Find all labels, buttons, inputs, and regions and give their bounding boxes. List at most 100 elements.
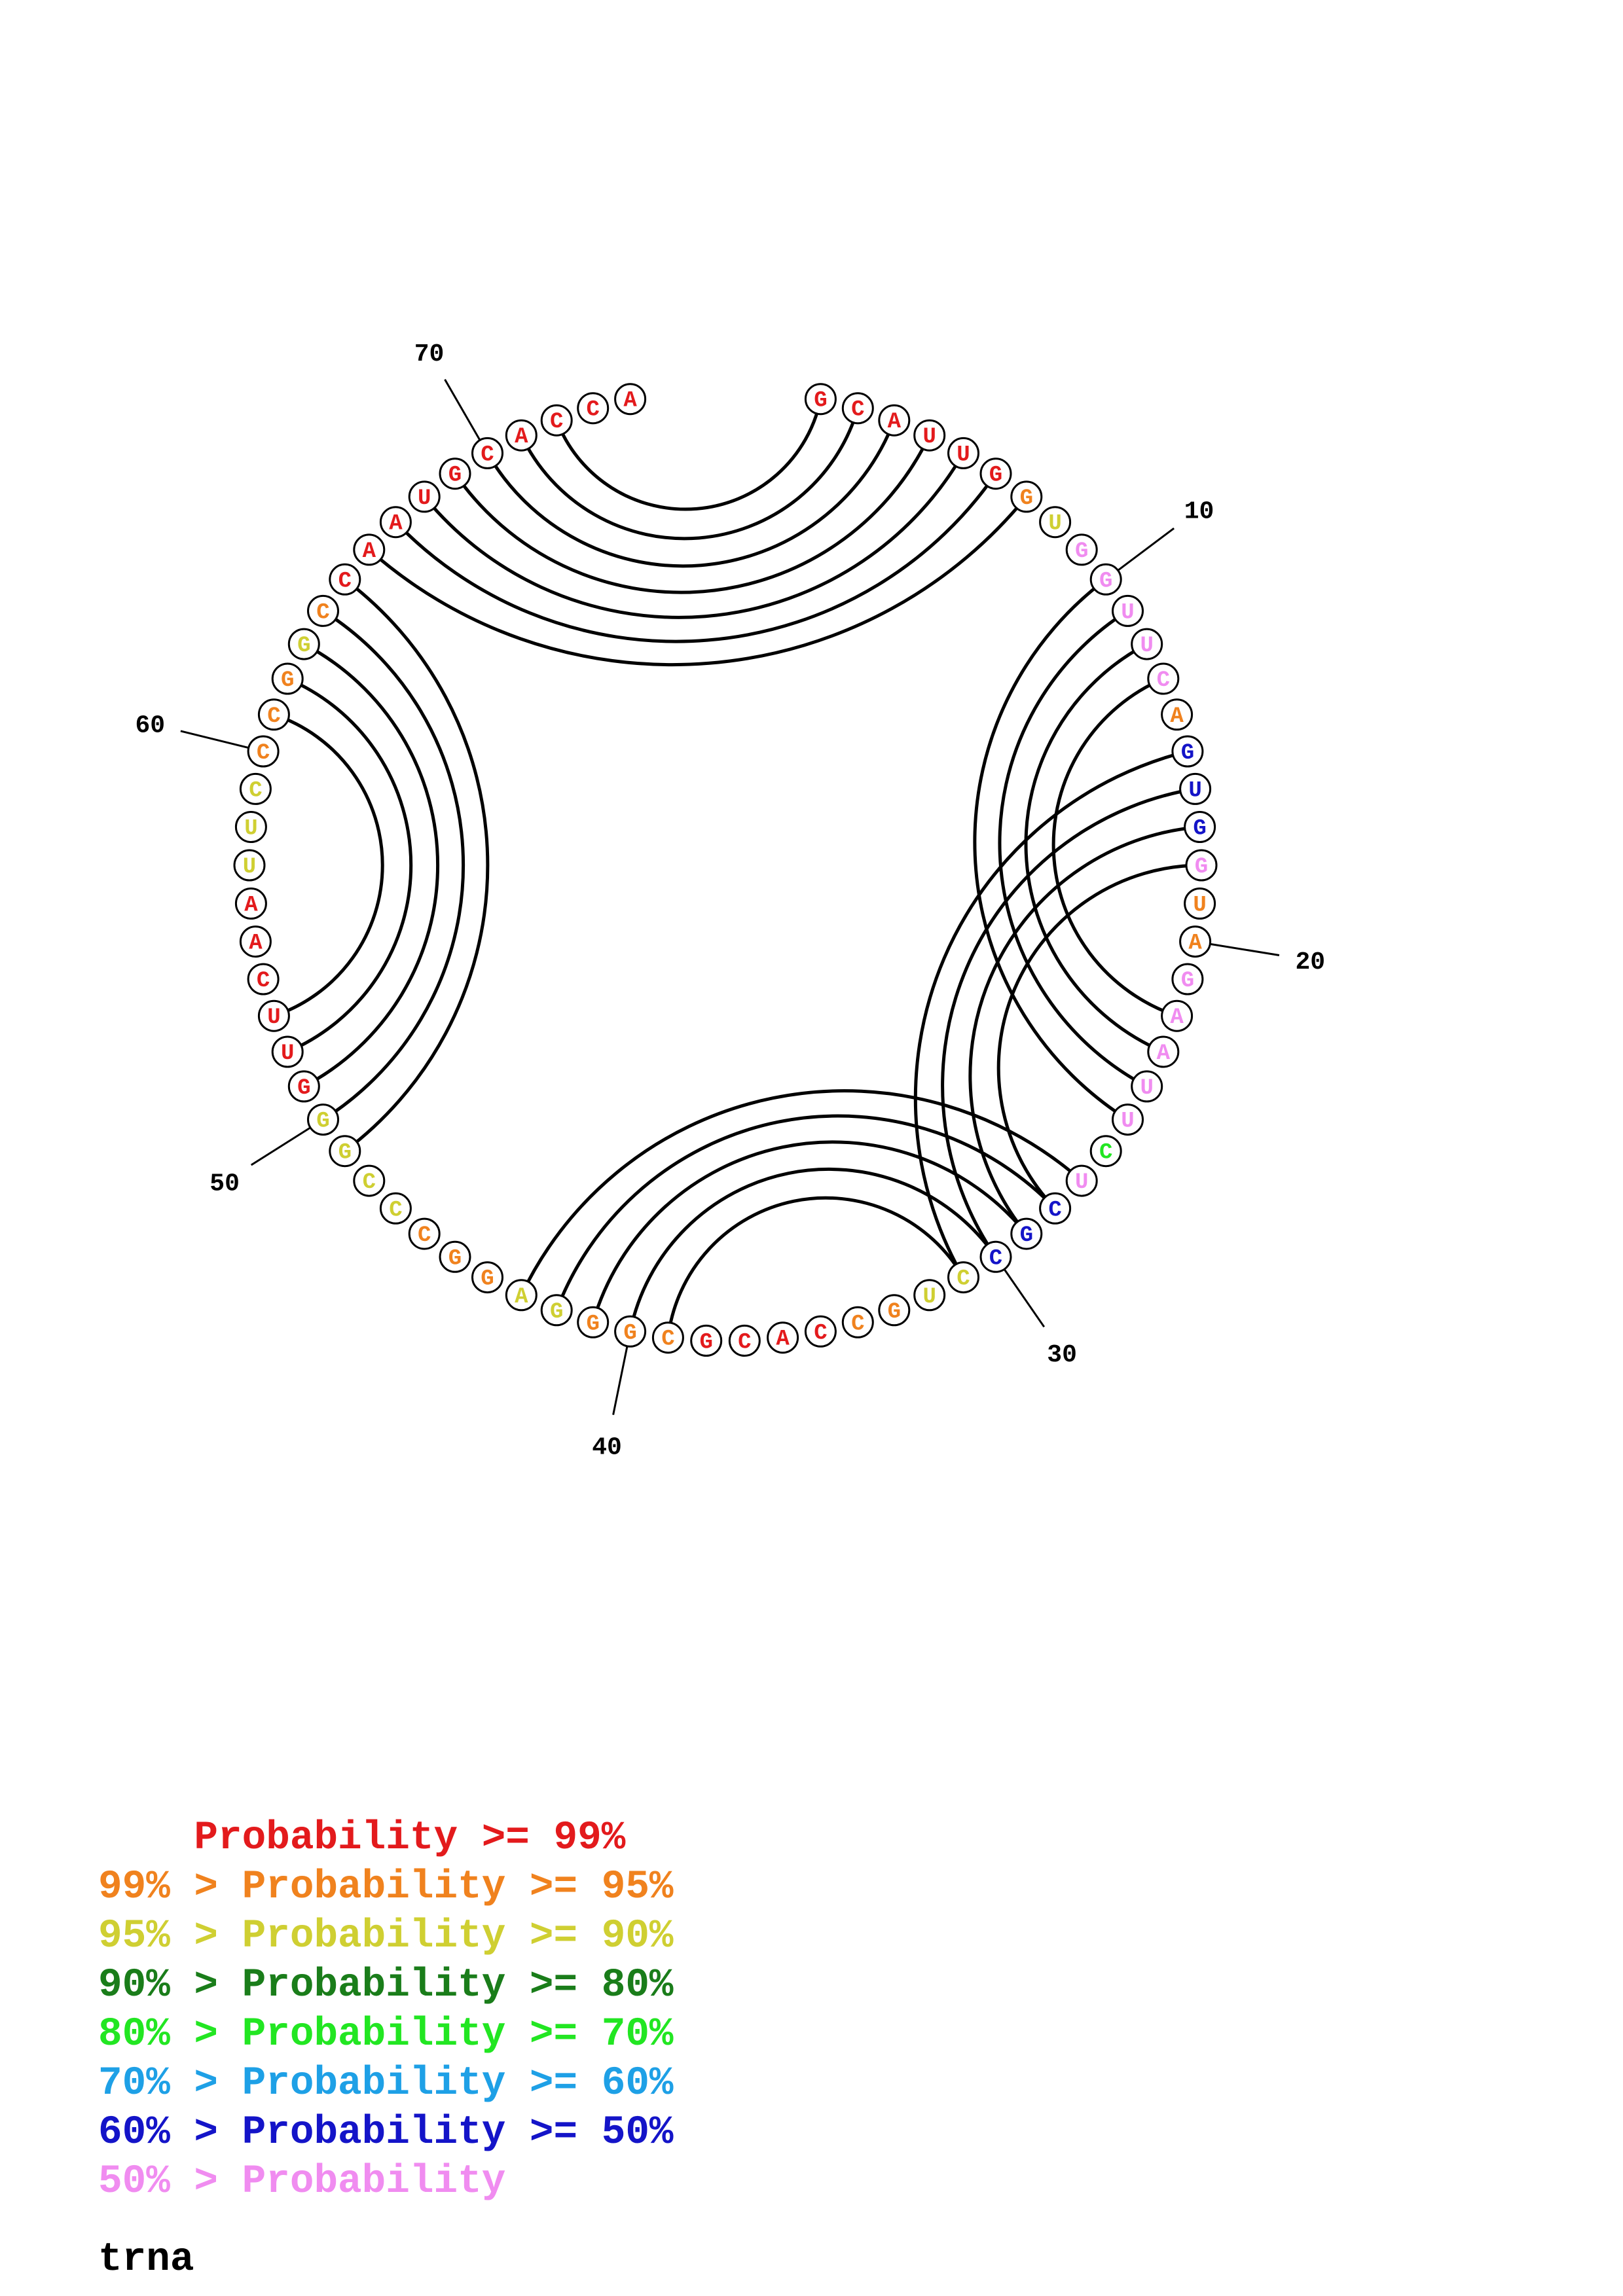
position-label: 40 bbox=[592, 1434, 622, 1462]
position-label: 20 bbox=[1295, 948, 1325, 977]
position-tick bbox=[444, 379, 481, 440]
nucleotide: G bbox=[690, 1324, 723, 1357]
nucleotide: U bbox=[947, 437, 979, 469]
nucleotide-circle bbox=[1039, 506, 1072, 539]
nucleotide-circle bbox=[239, 772, 272, 805]
nucleotide-letter: A bbox=[1188, 931, 1202, 956]
nucleotide: A bbox=[353, 533, 386, 566]
nucleotide-circle bbox=[1171, 735, 1204, 768]
base-pair-arc bbox=[591, 1140, 1028, 1323]
nucleotide-circle bbox=[979, 457, 1012, 490]
nucleotide-circle bbox=[329, 563, 361, 596]
nucleotide-circle bbox=[614, 1315, 647, 1348]
nucleotide-circle bbox=[1147, 662, 1180, 695]
base-pair-arc bbox=[368, 495, 1028, 666]
nucleotide-letter: C bbox=[363, 1170, 376, 1195]
nucleotide-circle bbox=[1039, 1192, 1072, 1225]
nucleotide-letter: G bbox=[1193, 817, 1206, 842]
nucleotide: U bbox=[1039, 506, 1072, 539]
nucleotide-circle bbox=[408, 480, 441, 513]
nucleotide-letter: G bbox=[297, 1076, 310, 1101]
nucleotide: C bbox=[540, 404, 573, 437]
nucleotide: C bbox=[841, 392, 874, 425]
nucleotide-circle bbox=[767, 1321, 799, 1354]
nucleotide-circle bbox=[307, 594, 339, 627]
nucleotide-letter: C bbox=[851, 1312, 864, 1336]
nucleotide-letter: G bbox=[586, 1312, 599, 1336]
base-pair-arc bbox=[453, 435, 931, 594]
nucleotide-circle bbox=[540, 404, 573, 437]
nucleotide-circle bbox=[329, 1135, 361, 1168]
nucleotide-letter: A bbox=[776, 1327, 790, 1352]
nucleotide-circle bbox=[287, 1070, 320, 1103]
nucleotide-bases: G C AUUGGUGGUUCAGUGGUAGAAUUCUCGCCUGCCACGCG… bbox=[233, 383, 1218, 1357]
nucleotide: U bbox=[408, 480, 441, 513]
nucleotide-letter: U bbox=[267, 1005, 280, 1030]
nucleotide-circle bbox=[353, 1164, 386, 1197]
legend-entry: 60% > Probability >= 50% bbox=[98, 2110, 674, 2155]
nucleotide: C bbox=[247, 963, 280, 996]
nucleotide-letter: G bbox=[550, 1300, 563, 1325]
nucleotide: A bbox=[505, 1279, 538, 1312]
nucleotide: U bbox=[1131, 1070, 1163, 1103]
position-label: 70 bbox=[414, 340, 445, 368]
base-pair-arc bbox=[968, 825, 1200, 1235]
nucleotide-letter: C bbox=[989, 1246, 1002, 1271]
nucleotide-letter: U bbox=[922, 425, 936, 450]
nucleotide-circle bbox=[1171, 963, 1204, 996]
nucleotide: G bbox=[271, 662, 304, 695]
nucleotide-circle bbox=[379, 506, 412, 539]
position-tick bbox=[1118, 528, 1175, 571]
nucleotide: U bbox=[234, 811, 267, 843]
position-ticks: 10 20 30 40 50 60 70 bbox=[135, 340, 1325, 1462]
nucleotide: A bbox=[505, 419, 538, 452]
nucleotide-letter: C bbox=[814, 1321, 827, 1346]
base-pair-arc bbox=[303, 642, 439, 1088]
base-pair-arc bbox=[1051, 677, 1178, 1018]
nucleotide: A bbox=[1161, 999, 1194, 1032]
base-pair-arc bbox=[344, 578, 490, 1153]
nucleotide-letter: C bbox=[316, 600, 329, 625]
nucleotide-circle bbox=[913, 419, 946, 452]
nucleotide-letter: G bbox=[316, 1109, 329, 1134]
nucleotide: G bbox=[614, 1315, 647, 1348]
nucleotide: A bbox=[767, 1321, 799, 1354]
nucleotide: G bbox=[1065, 533, 1098, 566]
nucleotide: C bbox=[979, 1240, 1012, 1273]
legend-entry: 50% > Probability bbox=[98, 2159, 506, 2204]
nucleotide: C bbox=[307, 594, 339, 627]
nucleotide-letter: G bbox=[448, 463, 462, 488]
nucleotide: C bbox=[1147, 662, 1180, 695]
nucleotide: C bbox=[804, 1315, 837, 1348]
legend-entry: 95% > Probability >= 90% bbox=[98, 1914, 674, 1959]
nucleotide-circle bbox=[1089, 1135, 1122, 1168]
nucleotide-letter: U bbox=[1075, 1170, 1088, 1195]
nucleotide-circle bbox=[947, 437, 979, 469]
nucleotide: G bbox=[878, 1294, 911, 1327]
nucleotide-letter: G bbox=[297, 634, 310, 658]
nucleotide: G bbox=[1089, 563, 1122, 596]
nucleotide-circle bbox=[271, 1035, 304, 1068]
nucleotide-letter: U bbox=[281, 1041, 294, 1066]
nucleotide: U bbox=[1184, 888, 1216, 920]
base-pair-arc bbox=[555, 1114, 1057, 1311]
position-tick bbox=[1211, 943, 1280, 956]
nucleotide: G bbox=[287, 628, 320, 660]
nucleotide: C bbox=[408, 1217, 441, 1250]
nucleotide: G bbox=[577, 1306, 610, 1338]
nucleotide: G bbox=[1010, 480, 1043, 513]
base-pair-arc bbox=[998, 609, 1148, 1088]
nucleotide: C bbox=[329, 563, 361, 596]
nucleotide-circle bbox=[1131, 1070, 1163, 1103]
nucleotide-letter: G bbox=[338, 1141, 352, 1166]
nucleotide-letter: G bbox=[481, 1267, 494, 1292]
base-pair-arc bbox=[666, 1196, 965, 1338]
legend-entry: 99% > Probability >= 95% bbox=[98, 1865, 674, 1910]
nucleotide-letter: U bbox=[418, 486, 431, 511]
nucleotide-letter: G bbox=[888, 1300, 901, 1325]
nucleotide-circle bbox=[257, 698, 290, 731]
base-pair-arc bbox=[913, 749, 1188, 1278]
nucleotide-letter: A bbox=[1157, 1041, 1171, 1066]
nucleotide: U bbox=[1065, 1164, 1098, 1197]
nucleotide-letter: G bbox=[281, 668, 294, 693]
